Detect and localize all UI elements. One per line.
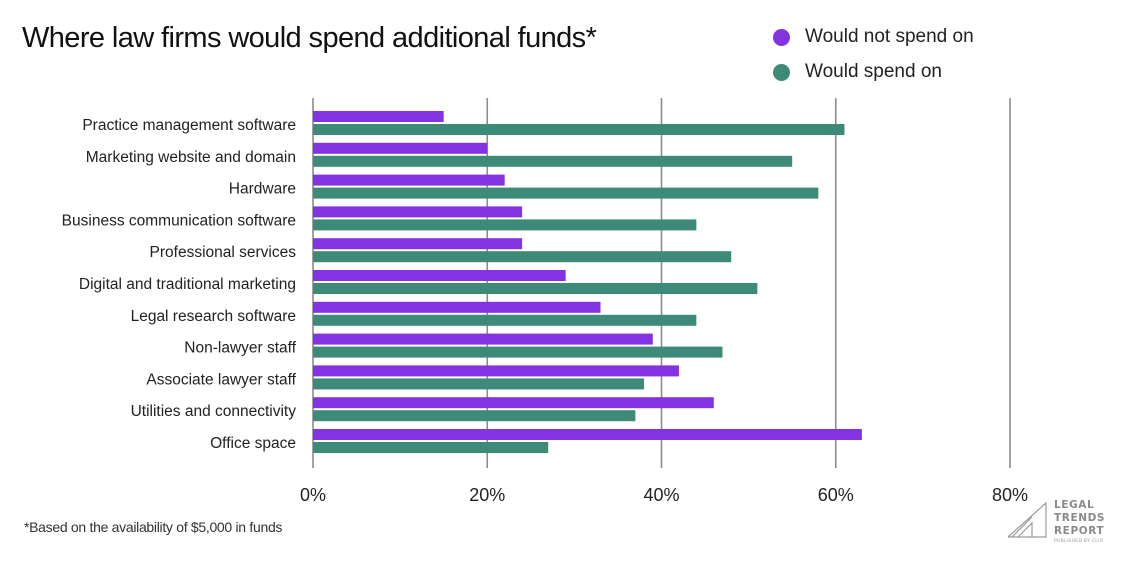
category-label: Office space — [210, 435, 296, 452]
bar-would-not-spend — [313, 365, 679, 377]
category-label: Associate lawyer staff — [146, 371, 296, 388]
category-label: Digital and traditional marketing — [79, 276, 296, 293]
legal-trends-report-logo: LEGAL TRENDS REPORT PUBLISHED BY CLIO — [1006, 497, 1118, 547]
logo-text-legal: LEGAL — [1054, 499, 1095, 511]
legend-item-would-not-spend: Would not spend on — [773, 25, 974, 49]
bar-would-not-spend — [313, 111, 444, 122]
bar-would-spend — [313, 442, 549, 453]
bar-would-spend — [313, 251, 732, 263]
legend-swatch-purple — [773, 28, 790, 46]
category-label: Practice management software — [82, 117, 296, 134]
category-label: Legal research software — [131, 308, 296, 325]
category-label: Non-lawyer staff — [184, 340, 296, 357]
bar-would-not-spend — [313, 206, 523, 218]
category-label: Professional services — [150, 244, 297, 261]
legend-swatch-green — [773, 63, 790, 81]
logo-text-trends: TRENDS — [1054, 512, 1106, 524]
x-tick-label: 60% — [818, 485, 854, 505]
bar-would-not-spend — [313, 270, 566, 281]
bar-would-spend — [313, 187, 819, 199]
bar-would-not-spend — [313, 397, 714, 409]
x-tick-label: 40% — [643, 485, 679, 505]
category-label: Utilities and connectivity — [131, 403, 297, 420]
logo-subtitle: PUBLISHED BY CLIO — [1054, 539, 1104, 544]
bar-would-not-spend — [313, 301, 601, 313]
category-label: Marketing website and domain — [86, 149, 296, 166]
x-tick-label: 80% — [992, 485, 1028, 505]
bar-would-spend — [313, 219, 697, 231]
bar-would-not-spend — [313, 142, 488, 154]
bar-would-spend — [313, 283, 758, 294]
x-axis-ticks: 0% 20% 40% 60% 80% — [300, 485, 1028, 505]
x-tick-label: 0% — [300, 485, 326, 505]
logo-mark-icon — [1007, 501, 1047, 538]
bar-would-spend — [313, 346, 723, 358]
bars — [313, 111, 862, 453]
legend-item-would-spend: Would spend on — [773, 60, 942, 84]
bar-would-not-spend — [313, 333, 653, 345]
logo-text-report: REPORT — [1054, 525, 1105, 537]
bar-would-not-spend — [313, 238, 523, 250]
bar-would-not-spend — [313, 429, 862, 440]
chart-title: Where law firms would spend additional f… — [22, 22, 597, 54]
legend-label: Would spend on — [805, 61, 942, 82]
category-label: Hardware — [229, 181, 296, 198]
category-labels: Practice management software Marketing we… — [62, 117, 297, 452]
footnote: *Based on the availability of $5,000 in … — [24, 519, 283, 535]
bar-would-spend — [313, 378, 645, 390]
legend-label: Would not spend on — [805, 26, 974, 47]
bar-would-spend — [313, 155, 793, 167]
bar-would-spend — [313, 124, 845, 135]
x-tick-label: 20% — [469, 485, 505, 505]
bar-would-spend — [313, 314, 697, 326]
bar-would-spend — [313, 410, 636, 422]
bar-would-not-spend — [313, 174, 505, 186]
category-label: Business communication software — [62, 212, 296, 229]
